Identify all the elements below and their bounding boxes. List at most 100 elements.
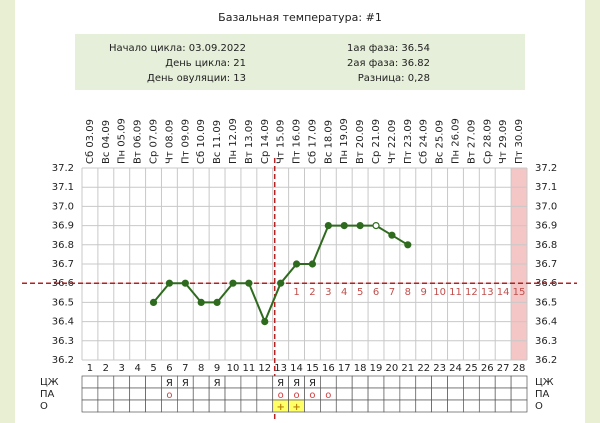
row-cell	[494, 375, 512, 389]
summary-text: Разница: 0,28	[358, 73, 430, 84]
date-label: Пт 30.09	[514, 119, 525, 164]
x-tick-label: 17	[338, 363, 351, 374]
row-cell	[447, 399, 464, 413]
row-cell	[192, 387, 210, 401]
row-cell	[351, 375, 369, 389]
y-tick-label: 37.1	[52, 182, 74, 193]
date-label: Ср 21.09	[371, 119, 382, 164]
luteal-day: 14	[497, 287, 510, 298]
x-tick-label: 11	[243, 363, 256, 374]
date-label: Пн 19.09	[339, 118, 350, 164]
temperature-point	[324, 222, 332, 230]
row-mark: о	[309, 390, 315, 401]
row-label: ЦЖ	[40, 377, 59, 388]
date-label: Ср 28.09	[482, 119, 493, 164]
y-tick-label: 37.0	[52, 201, 74, 212]
x-tick-label: 25	[465, 363, 478, 374]
luteal-day: 2	[309, 287, 315, 298]
row-cell	[447, 387, 464, 401]
row-cell	[415, 387, 432, 401]
row-cell	[97, 399, 115, 413]
date-label: Пн 26.09	[450, 118, 461, 164]
x-tick-label: 22	[417, 363, 430, 374]
temperature-point	[181, 279, 189, 287]
y-tick-label: 36.5	[52, 297, 74, 308]
row-cell	[478, 399, 496, 413]
x-tick-label: 24	[449, 363, 462, 374]
summary-text: 1ая фаза: 36.54	[347, 43, 430, 54]
y-tick-label: 36.3	[535, 336, 557, 347]
x-tick-label: 6	[166, 363, 172, 374]
temperature-point	[213, 298, 221, 306]
row-cell	[177, 387, 194, 401]
row-cell	[192, 399, 210, 413]
row-cell	[463, 375, 480, 389]
y-tick-label: 37.2	[52, 163, 74, 174]
date-label: Пт 09.09	[180, 119, 191, 164]
x-tick-label: 16	[322, 363, 335, 374]
row-mark: +	[292, 402, 300, 413]
row-mark: Я	[293, 378, 300, 389]
temperature-point	[261, 318, 269, 326]
date-label: Вт 20.09	[355, 120, 366, 165]
row-cell	[463, 399, 480, 413]
luteal-day: 10	[433, 287, 446, 298]
x-tick-label: 18	[354, 363, 367, 374]
row-cell	[240, 387, 258, 401]
x-tick-label: 27	[497, 363, 510, 374]
row-cell	[320, 375, 337, 389]
temperature-point	[165, 279, 174, 287]
row-mark: Я	[214, 378, 221, 389]
luteal-day: 13	[481, 287, 494, 298]
temperature-point	[356, 222, 364, 230]
luteal-day: 8	[405, 287, 411, 298]
luteal-day: 11	[449, 287, 462, 298]
row-cell	[478, 387, 496, 401]
row-cell	[208, 387, 226, 401]
row-cell	[224, 375, 242, 389]
row-cell	[367, 387, 385, 401]
luteal-day: 1	[293, 287, 299, 298]
row-cell	[224, 387, 242, 401]
date-label: Пн 12.09	[228, 118, 239, 164]
y-tick-label: 36.8	[535, 240, 557, 251]
x-tick-label: 7	[182, 363, 188, 374]
row-cell	[304, 399, 321, 413]
x-tick-label: 1	[87, 363, 93, 374]
y-tick-label: 37.1	[535, 182, 557, 193]
y-tick-label: 36.7	[52, 259, 74, 270]
chart-title: Базальная температура: #1	[218, 11, 382, 24]
row-cell	[256, 399, 274, 413]
luteal-day: 3	[325, 287, 331, 298]
temperature-point	[245, 279, 253, 287]
date-label: Сб 17.09	[307, 119, 318, 164]
summary-text: День цикла: 21	[165, 58, 246, 69]
row-cell	[240, 375, 258, 389]
x-tick-label: 15	[306, 363, 319, 374]
row-cell	[256, 375, 274, 389]
x-tick-label: 14	[290, 363, 303, 374]
row-cell	[145, 387, 162, 401]
row-mark: о	[278, 390, 284, 401]
row-cell	[399, 375, 417, 389]
date-label: Вт 13.09	[244, 120, 255, 165]
luteal-day: 4	[341, 287, 347, 298]
y-tick-label: 36.8	[52, 240, 74, 251]
row-cell	[383, 375, 401, 389]
temperature-point	[308, 260, 317, 268]
row-mark: Я	[309, 378, 316, 389]
row-cell	[367, 375, 385, 389]
row-cell	[113, 399, 131, 413]
date-label: Чт 22.09	[387, 120, 398, 165]
y-tick-label: 36.3	[52, 336, 74, 347]
temperature-point	[388, 231, 396, 239]
luteal-day: 9	[421, 287, 427, 298]
date-label: Пт 23.09	[403, 119, 414, 164]
luteal-day: 15	[513, 287, 526, 298]
x-tick-label: 23	[433, 363, 446, 374]
row-cell	[431, 399, 448, 413]
row-mark: Я	[182, 378, 189, 389]
x-tick-label: 4	[134, 363, 140, 374]
row-cell	[415, 399, 432, 413]
x-tick-label: 12	[258, 363, 271, 374]
